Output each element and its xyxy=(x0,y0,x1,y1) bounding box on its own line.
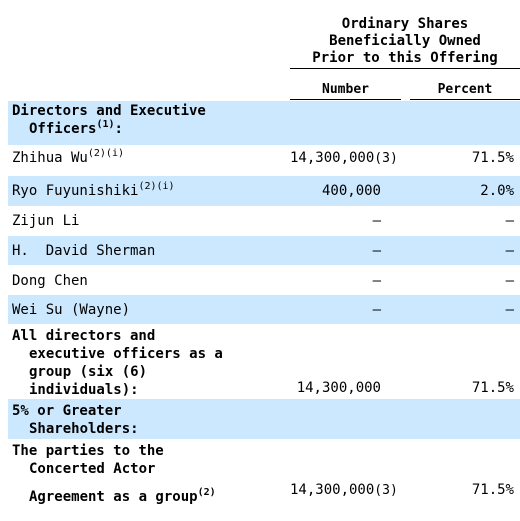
row-percent-dong-chen: — xyxy=(505,273,514,289)
header-line-1: Ordinary Shares xyxy=(341,16,469,32)
row-number-ryo-fuyunishiki: 400,000 xyxy=(321,183,381,199)
group-row-percent: 71.5% xyxy=(471,380,514,396)
row-percent-wei-su: — xyxy=(505,302,514,318)
rule-under-percent xyxy=(410,99,520,100)
row-number-zijun-li: — xyxy=(372,213,381,229)
footnote-2: (2) xyxy=(197,487,216,498)
header-rule-top xyxy=(290,68,520,69)
row-number-david-sherman: — xyxy=(372,243,381,259)
row-number-zhihua-wu: 14,300,000(3) xyxy=(290,150,398,166)
column-group-header: Ordinary Shares Beneficially Owned Prior… xyxy=(290,16,520,67)
concert-row-number: 14,300,000(3) xyxy=(290,482,398,498)
group-row-label: All directors and executive officers as … xyxy=(12,328,223,398)
concert-row-percent: 71.5% xyxy=(471,482,514,498)
row-number-wei-su: — xyxy=(372,302,381,318)
holders-heading: 5% or Greater Shareholders: xyxy=(12,403,139,437)
footnote-ref: (2)(i) xyxy=(138,181,175,192)
row-name-zijun-li: Zijun Li xyxy=(12,213,80,229)
col-header-number: Number xyxy=(322,82,369,97)
row-percent-zijun-li: — xyxy=(505,213,514,229)
row-percent-david-sherman: — xyxy=(505,243,514,259)
directors-heading: Directors and Executive Officers(1): xyxy=(12,103,206,137)
row-name-ryo-fuyunishiki: Ryo Fuyunishiki(2)(i) xyxy=(12,181,175,200)
footnote-1: (1) xyxy=(96,119,115,130)
band-row-fuyunishiki xyxy=(8,176,520,206)
row-name-zhihua-wu: Zhihua Wu(2)(i) xyxy=(12,148,124,167)
band-row-wei-su xyxy=(8,295,520,324)
col-header-percent: Percent xyxy=(437,82,493,97)
group-row-number: 14,300,000 xyxy=(296,380,381,396)
band-holders-heading xyxy=(8,399,520,439)
footnote-ref: (2)(i) xyxy=(87,148,124,159)
row-name-dong-chen: Dong Chen xyxy=(12,273,88,289)
row-name-david-sherman: H. David Sherman xyxy=(12,243,156,259)
header-line-2: Beneficially Owned xyxy=(329,33,481,49)
row-name-wei-su: Wei Su (Wayne) xyxy=(12,302,131,318)
header-line-3: Prior to this Offering xyxy=(312,50,498,66)
row-number-dong-chen: — xyxy=(372,273,381,289)
row-percent-ryo-fuyunishiki: 2.0% xyxy=(480,183,514,199)
directors-heading-officers: Officers xyxy=(29,121,97,137)
concert-row-label: The parties to the Concerted Actor Agree… xyxy=(12,443,216,505)
row-percent-zhihua-wu: 71.5% xyxy=(471,150,514,166)
rule-under-number xyxy=(290,99,401,100)
band-directors-heading xyxy=(8,101,520,145)
band-row-sherman xyxy=(8,236,520,265)
